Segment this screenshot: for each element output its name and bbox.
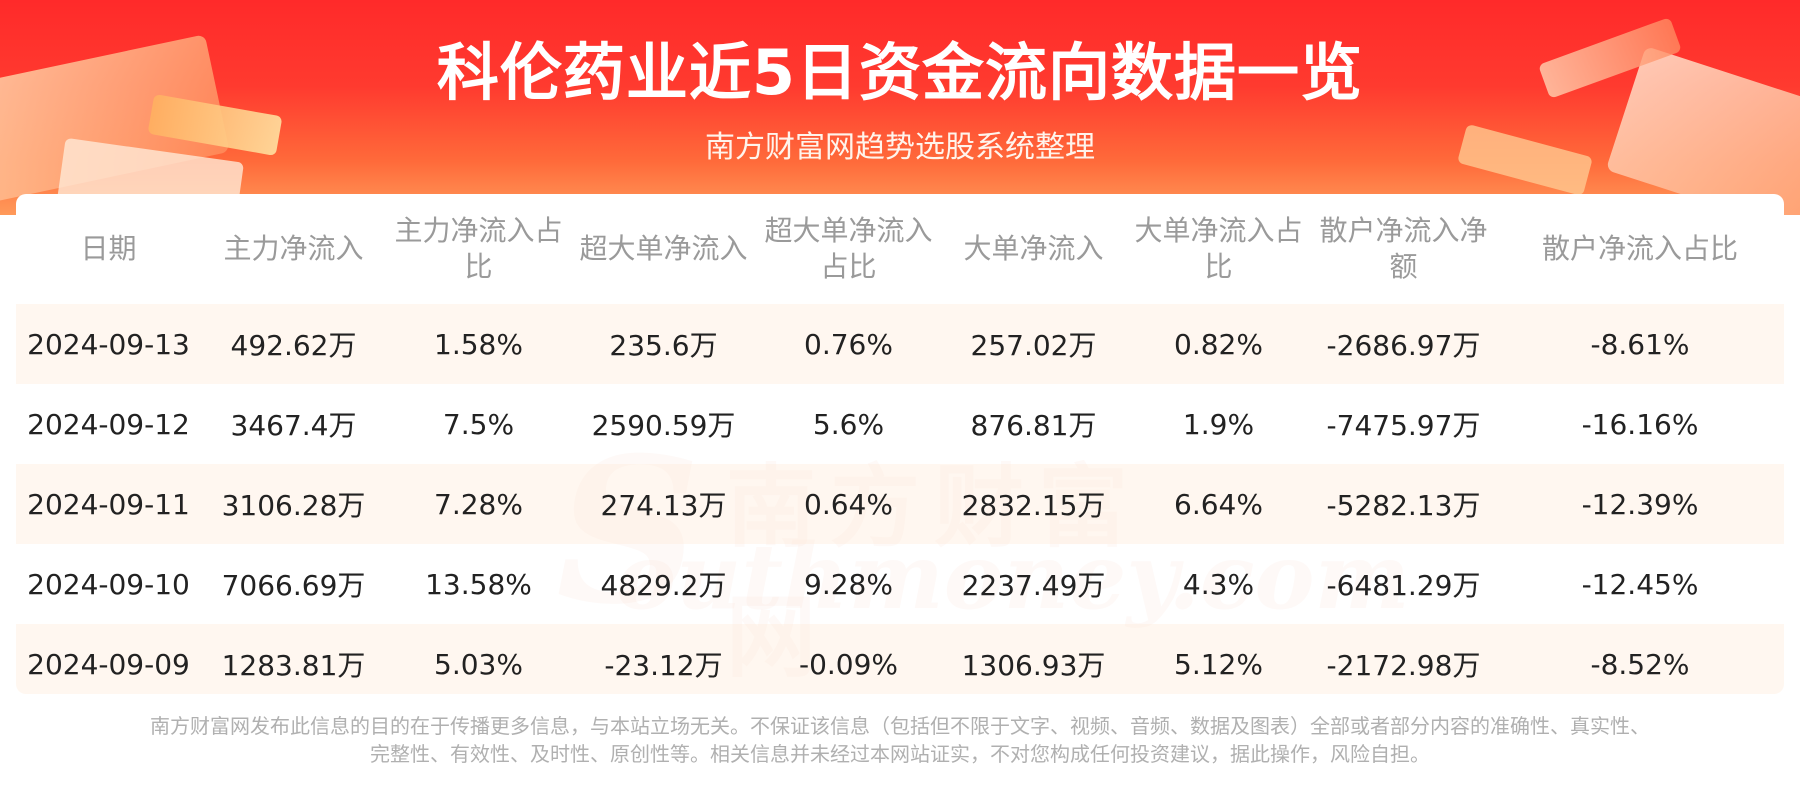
cell-large-inflow: 1306.93万 [941, 624, 1126, 694]
cell-large-ratio: 5.12% [1126, 624, 1311, 694]
table-header-row: 日期 主力净流入 主力净流入占比 超大单净流入 超大单净流入占比 大单净流入 大… [16, 194, 1784, 304]
cell-super-large-ratio: -0.09% [756, 624, 941, 694]
cell-retail-ratio: -16.16% [1496, 384, 1784, 464]
cell-large-inflow: 2832.15万 [941, 464, 1126, 544]
cell-large-inflow: 257.02万 [941, 304, 1126, 384]
cell-main-inflow-ratio: 1.58% [386, 304, 571, 384]
cell-super-large-inflow: 274.13万 [571, 464, 756, 544]
table-row: 2024-09-11 3106.28万 7.28% 274.13万 0.64% … [16, 464, 1784, 544]
cell-large-ratio: 0.82% [1126, 304, 1311, 384]
cell-large-inflow: 2237.49万 [941, 544, 1126, 624]
cell-date: 2024-09-10 [16, 544, 201, 624]
column-header-large-inflow: 大单净流入 [963, 232, 1104, 265]
cell-main-inflow-ratio: 5.03% [386, 624, 571, 694]
cell-date: 2024-09-11 [16, 464, 201, 544]
cell-date: 2024-09-13 [16, 304, 201, 384]
cell-large-inflow: 876.81万 [941, 384, 1126, 464]
cell-retail-ratio: -8.61% [1496, 304, 1784, 384]
cell-large-ratio: 4.3% [1126, 544, 1311, 624]
cell-super-large-ratio: 5.6% [756, 384, 941, 464]
column-header-retail-net: 散户净流入净额 [1319, 214, 1488, 283]
cell-retail-net: -5282.13万 [1311, 464, 1496, 544]
fund-flow-table: 日期 主力净流入 主力净流入占比 超大单净流入 超大单净流入占比 大单净流入 大… [16, 194, 1784, 694]
cell-retail-ratio: -8.52% [1496, 624, 1784, 694]
table-row: 2024-09-13 492.62万 1.58% 235.6万 0.76% 25… [16, 304, 1784, 384]
page-subtitle: 南方财富网趋势选股系统整理 [705, 130, 1095, 165]
cell-retail-ratio: -12.45% [1496, 544, 1784, 624]
cell-main-inflow: 3106.28万 [201, 464, 386, 544]
header-banner: 科伦药业近5日资金流向数据一览 南方财富网趋势选股系统整理 [0, 0, 1800, 215]
cell-super-large-inflow: -23.12万 [571, 624, 756, 694]
cell-super-large-inflow: 4829.2万 [571, 544, 756, 624]
cell-main-inflow: 492.62万 [201, 304, 386, 384]
column-header-main-inflow: 主力净流入 [223, 232, 364, 265]
disclaimer-line: 南方财富网发布此信息的目的在于传播更多信息，与本站立场无关。不保证该信息（包括但… [150, 714, 1650, 738]
cell-super-large-inflow: 2590.59万 [571, 384, 756, 464]
cell-large-ratio: 6.64% [1126, 464, 1311, 544]
cell-main-inflow: 1283.81万 [201, 624, 386, 694]
cell-retail-ratio: -12.39% [1496, 464, 1784, 544]
cell-date: 2024-09-09 [16, 624, 201, 694]
cell-super-large-ratio: 9.28% [756, 544, 941, 624]
column-header-large-ratio: 大单净流入占比 [1134, 214, 1303, 283]
table-row: 2024-09-12 3467.4万 7.5% 2590.59万 5.6% 87… [16, 384, 1784, 464]
cell-retail-net: -2686.97万 [1311, 304, 1496, 384]
column-header-date: 日期 [80, 232, 137, 265]
cell-main-inflow: 3467.4万 [201, 384, 386, 464]
cell-super-large-ratio: 0.76% [756, 304, 941, 384]
table-row: 2024-09-10 7066.69万 13.58% 4829.2万 9.28%… [16, 544, 1784, 624]
cell-super-large-ratio: 0.64% [756, 464, 941, 544]
disclaimer-line: 完整性、有效性、及时性、原创性等。相关信息并未经过本网站证实，不对您构成任何投资… [370, 742, 1430, 766]
cell-date: 2024-09-12 [16, 384, 201, 464]
cell-retail-net: -2172.98万 [1311, 624, 1496, 694]
cell-main-inflow-ratio: 7.28% [386, 464, 571, 544]
disclaimer: 南方财富网发布此信息的目的在于传播更多信息，与本站立场无关。不保证该信息（包括但… [40, 712, 1760, 768]
table-row: 2024-09-09 1283.81万 5.03% -23.12万 -0.09%… [16, 624, 1784, 694]
cell-super-large-inflow: 235.6万 [571, 304, 756, 384]
cell-retail-net: -6481.29万 [1311, 544, 1496, 624]
column-header-retail-ratio: 散户净流入占比 [1541, 232, 1738, 265]
column-header-super-large-inflow: 超大单净流入 [579, 232, 748, 265]
column-header-super-large-ratio: 超大单净流入占比 [764, 214, 933, 283]
cell-main-inflow-ratio: 13.58% [386, 544, 571, 624]
cell-main-inflow: 7066.69万 [201, 544, 386, 624]
cell-retail-net: -7475.97万 [1311, 384, 1496, 464]
cell-large-ratio: 1.9% [1126, 384, 1311, 464]
cell-main-inflow-ratio: 7.5% [386, 384, 571, 464]
page-title: 科伦药业近5日资金流向数据一览 [436, 36, 1364, 109]
column-header-main-inflow-ratio: 主力净流入占比 [394, 214, 563, 283]
data-table-card: S 南方财富网 outhmoney.com 日期 主力净流入 主力净流入占比 超… [16, 194, 1784, 694]
